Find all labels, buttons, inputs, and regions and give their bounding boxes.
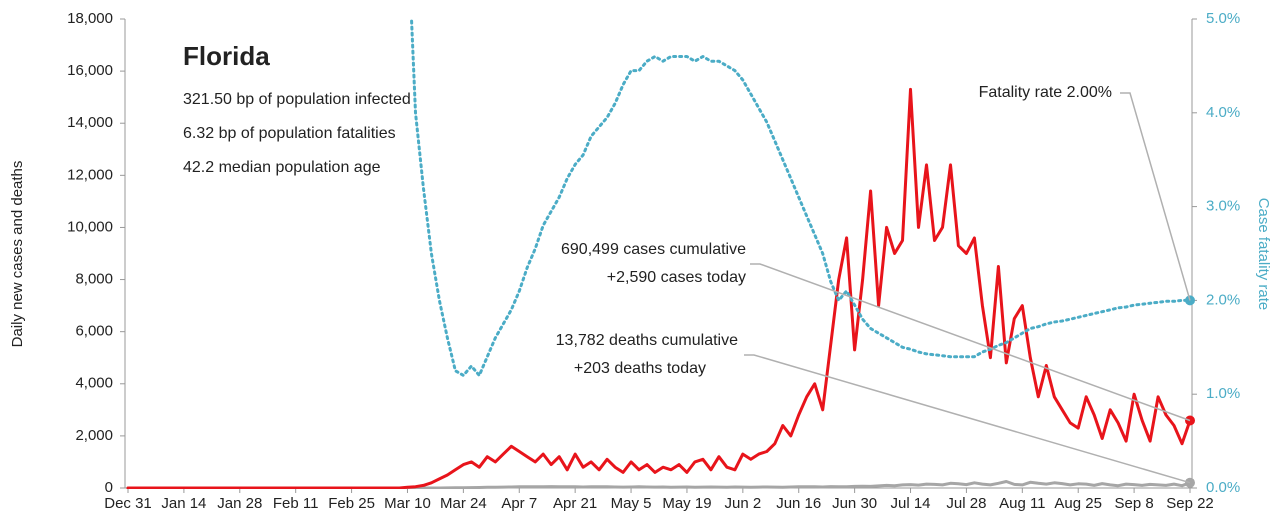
x-tick-label: Jun 16 (776, 495, 821, 512)
y-tick-label: 16,000 (67, 62, 113, 79)
y-tick-label: 14,000 (67, 114, 113, 131)
x-tick-label: May 5 (611, 495, 652, 512)
x-tick-label: Jan 14 (161, 495, 206, 512)
x-tick-label: Dec 31 (104, 495, 152, 512)
annotation: 42.2 median population age (183, 159, 381, 176)
y-tick-label: 2,000 (75, 427, 113, 444)
x-tick-label: Feb 25 (328, 495, 375, 512)
annotation: +2,590 cases today (607, 269, 746, 286)
y-tick-label: 10,000 (67, 218, 113, 235)
y-tick-label: 0 (105, 479, 113, 496)
y2-tick-label: 4.0% (1206, 104, 1240, 121)
x-tick-label: Apr 7 (501, 495, 537, 512)
x-tick-label: Aug 25 (1054, 495, 1102, 512)
annotation: Fatality rate 2.00% (979, 84, 1112, 101)
x-tick-label: Jul 14 (891, 495, 931, 512)
y-tick-label: 6,000 (75, 323, 113, 340)
leader-line (744, 354, 1191, 484)
y2-tick-label: 3.0% (1206, 198, 1240, 215)
series-line (126, 87, 1192, 489)
leader-line (1120, 92, 1191, 301)
annotation: +203 deaths today (574, 360, 706, 377)
y2-tick-label: 5.0% (1206, 10, 1240, 27)
series-line (409, 19, 1192, 377)
y2-tick-label: 0.0% (1206, 479, 1240, 496)
y-tick-label: 4,000 (75, 375, 113, 392)
x-tick-label: Jun 2 (724, 495, 761, 512)
annotation: 321.50 bp of population infected (183, 91, 411, 108)
y-tick-label: 8,000 (75, 271, 113, 288)
annotation: 6.32 bp of population fatalities (183, 125, 396, 142)
annotation: 690,499 cases cumulative (561, 241, 746, 258)
y2-tick-label: 1.0% (1206, 385, 1240, 402)
y-tick-label: 12,000 (67, 166, 113, 183)
y2-tick-label: 2.0% (1206, 291, 1240, 308)
x-tick-label: Aug 11 (999, 495, 1045, 512)
x-tick-label: May 19 (662, 495, 711, 512)
x-tick-label: Mar 24 (440, 495, 487, 512)
y-axis-title: Daily new cases and deaths (9, 161, 26, 348)
x-tick-label: Sep 8 (1115, 495, 1154, 512)
chart-title: Florida (183, 41, 270, 71)
plot-area (126, 19, 1192, 489)
y-tick-label: 18,000 (67, 10, 113, 27)
leader-line (750, 263, 1191, 422)
x-tick-label: Apr 21 (553, 495, 597, 512)
x-tick-label: Mar 10 (384, 495, 431, 512)
x-tick-label: Sep 22 (1166, 495, 1214, 512)
x-tick-label: Jun 30 (832, 495, 877, 512)
x-tick-label: Jul 28 (946, 495, 986, 512)
x-tick-label: Feb 11 (273, 495, 319, 512)
annotation: 13,782 deaths cumulative (556, 332, 738, 349)
x-tick-label: Jan 28 (217, 495, 262, 512)
y2-axis-title: Case fatality rate (1255, 198, 1272, 311)
